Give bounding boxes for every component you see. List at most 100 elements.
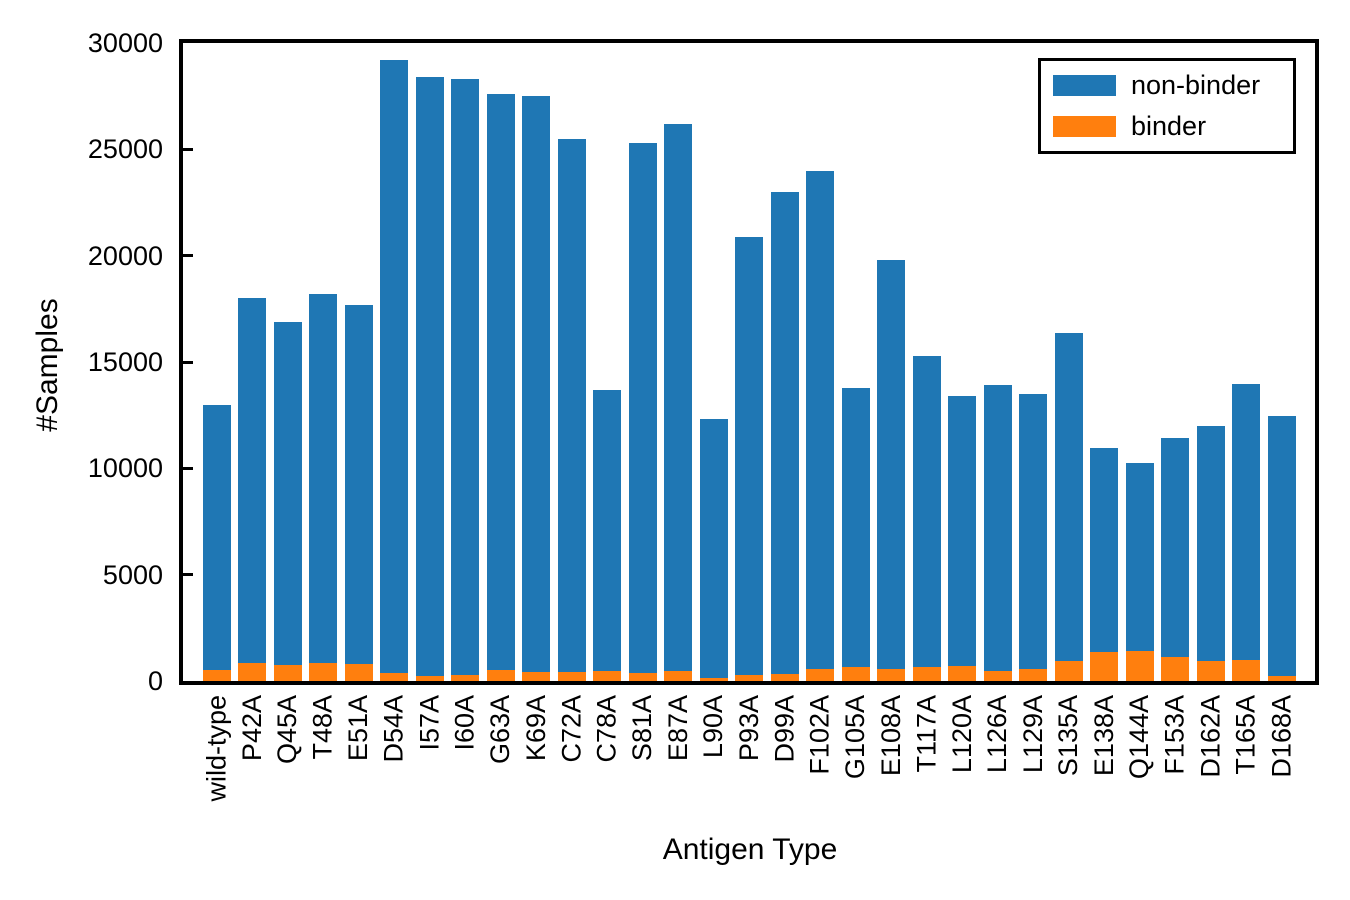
bar-f102a bbox=[806, 170, 835, 681]
bar-segment-binder bbox=[1054, 660, 1083, 681]
x-tick-label-t48a: T48A bbox=[307, 695, 338, 760]
bar-segment-non-binder bbox=[628, 142, 657, 673]
x-tick-label-g63a: G63A bbox=[485, 695, 516, 765]
bar-segment-binder bbox=[309, 662, 338, 681]
bar-i60a bbox=[451, 79, 480, 681]
y-tick-label: 30000 bbox=[87, 28, 163, 58]
bar-t117a bbox=[912, 355, 941, 681]
bar-segment-binder bbox=[841, 666, 870, 681]
y-tick-label: 15000 bbox=[87, 347, 163, 377]
bar-c72a bbox=[557, 138, 586, 681]
bar-segment-binder bbox=[1267, 676, 1296, 681]
bar-segment-non-binder bbox=[486, 94, 515, 671]
bar-e138a bbox=[1090, 448, 1119, 681]
x-tick-label-l126a: L126A bbox=[982, 695, 1013, 774]
bar-segment-non-binder bbox=[344, 304, 373, 664]
bar-segment-binder bbox=[1232, 660, 1261, 681]
bar-e87a bbox=[664, 123, 693, 681]
x-tick-label-s81a: S81A bbox=[627, 695, 658, 762]
bar-segment-non-binder bbox=[735, 236, 764, 675]
y-tick-mark bbox=[183, 466, 193, 470]
bar-segment-binder bbox=[344, 664, 373, 681]
x-tick-label-l129a: L129A bbox=[1017, 695, 1048, 774]
bar-k69a bbox=[522, 96, 551, 681]
x-tick-label-d54a: D54A bbox=[378, 695, 409, 763]
bar-segment-non-binder bbox=[699, 419, 728, 678]
bar-d99a bbox=[770, 191, 799, 681]
bar-segment-non-binder bbox=[1090, 448, 1119, 652]
x-tick-label-p93a: P93A bbox=[733, 695, 764, 762]
bar-segment-binder bbox=[1019, 669, 1048, 681]
bar-segment-non-binder bbox=[877, 259, 906, 670]
bar-segment-binder bbox=[1196, 660, 1225, 681]
y-axis-title: #Samples bbox=[31, 298, 64, 432]
bar-segment-binder bbox=[912, 667, 941, 681]
x-tick-label-f102a: F102A bbox=[804, 695, 835, 775]
bar-segment-non-binder bbox=[1196, 425, 1225, 661]
x-tick-label-l120a: L120A bbox=[946, 695, 977, 774]
plot-area: non-binder binder bbox=[179, 39, 1319, 685]
y-tick-label: 25000 bbox=[87, 134, 163, 165]
x-axis-title: Antigen Type bbox=[662, 833, 838, 866]
bar-segment-binder bbox=[522, 672, 551, 681]
bar-segment-binder bbox=[770, 674, 799, 681]
legend-item-binder: binder bbox=[1053, 111, 1293, 142]
bar-c78a bbox=[593, 389, 622, 681]
bar-segment-non-binder bbox=[557, 138, 586, 672]
bar-l126a bbox=[983, 385, 1012, 681]
bar-segment-non-binder bbox=[1232, 384, 1261, 661]
bar-segment-binder bbox=[735, 675, 764, 681]
bar-segment-binder bbox=[1125, 651, 1154, 681]
bar-segment-non-binder bbox=[202, 404, 231, 671]
x-tick-label-d99a: D99A bbox=[769, 695, 800, 763]
x-tick-label-f153a: F153A bbox=[1159, 695, 1190, 775]
y-tick-label: 5000 bbox=[102, 559, 163, 590]
bar-segment-non-binder bbox=[1054, 333, 1083, 661]
bar-e108a bbox=[877, 259, 906, 681]
x-tick-label-i60a: I60A bbox=[449, 695, 480, 751]
legend: non-binder binder bbox=[1038, 58, 1296, 154]
bar-segment-non-binder bbox=[309, 293, 338, 663]
bar-segment-non-binder bbox=[1161, 437, 1190, 658]
bar-g105a bbox=[841, 387, 870, 681]
bar-d162a bbox=[1196, 425, 1225, 681]
x-tick-label-l90a: L90A bbox=[698, 695, 729, 759]
bar-s81a bbox=[628, 142, 657, 681]
bar-segment-binder bbox=[273, 665, 302, 681]
x-tick-label-e87a: E87A bbox=[662, 695, 693, 762]
bar-segment-binder bbox=[983, 671, 1012, 681]
bar-segment-binder bbox=[557, 671, 586, 681]
bar-segment-non-binder bbox=[593, 389, 622, 671]
bar-segment-non-binder bbox=[1267, 416, 1296, 677]
bar-segment-binder bbox=[202, 670, 231, 681]
bar-segment-binder bbox=[699, 677, 728, 681]
bar-p93a bbox=[735, 236, 764, 681]
x-tick-label-q45a: Q45A bbox=[272, 695, 303, 765]
legend-swatch-binder bbox=[1053, 116, 1116, 137]
bar-segment-non-binder bbox=[983, 385, 1012, 672]
bar-t165a bbox=[1232, 384, 1261, 681]
y-tick-mark bbox=[183, 360, 193, 364]
x-tick-label-s135a: S135A bbox=[1053, 695, 1084, 777]
bar-segment-non-binder bbox=[664, 123, 693, 671]
bar-t48a bbox=[309, 293, 338, 681]
bar-segment-non-binder bbox=[451, 79, 480, 675]
x-tick-label-e51a: E51A bbox=[343, 695, 374, 762]
x-tick-label-d162a: D162A bbox=[1195, 695, 1226, 778]
x-tick-label-t117a: T117A bbox=[911, 695, 942, 773]
bar-segment-non-binder bbox=[415, 77, 444, 676]
x-tick-label-c78a: C78A bbox=[591, 695, 622, 763]
bar-segment-binder bbox=[415, 675, 444, 681]
bar-segment-non-binder bbox=[948, 396, 977, 667]
legend-swatch-non-binder bbox=[1053, 75, 1116, 96]
y-tick-label: 0 bbox=[147, 666, 163, 696]
bar-segment-non-binder bbox=[912, 355, 941, 668]
bar-segment-binder bbox=[451, 675, 480, 681]
bar-l129a bbox=[1019, 393, 1048, 681]
bar-e51a bbox=[344, 304, 373, 681]
x-tick-label-e108a: E108A bbox=[875, 695, 906, 777]
y-tick-label: 10000 bbox=[87, 453, 163, 484]
bar-segment-non-binder bbox=[841, 387, 870, 667]
bar-segment-binder bbox=[948, 666, 977, 681]
bar-segment-non-binder bbox=[806, 170, 835, 670]
